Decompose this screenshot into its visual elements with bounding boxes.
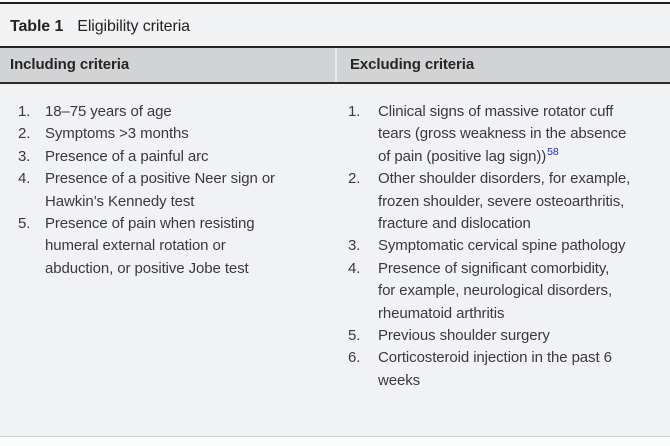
criteria-item: 2. Other shoulder disorders, for example,… bbox=[335, 168, 670, 235]
item-number: 2. bbox=[18, 125, 31, 143]
reference-link[interactable]: 58 bbox=[547, 145, 559, 158]
table-label: Table 1 bbox=[10, 18, 64, 35]
item-number: 3. bbox=[348, 237, 361, 255]
criteria-item: 4. Presence of a positive Neer sign or Ha… bbox=[0, 168, 335, 213]
item-text: Symptomatic cervical spine pathology bbox=[378, 237, 626, 255]
item-text: Presence of significant comorbidity, for… bbox=[378, 259, 613, 322]
column-header-excluding: Excluding criteria bbox=[335, 48, 670, 82]
item-number: 1. bbox=[18, 103, 31, 120]
item-text: Presence of pain when resisting humeral … bbox=[45, 215, 255, 277]
item-text: 18–75 years of age bbox=[45, 103, 172, 120]
column-header-including: Including criteria bbox=[10, 56, 130, 73]
criteria-item: 3. Symptomatic cervical spine pathology bbox=[335, 235, 670, 257]
criteria-item: 3. Presence of a painful arc bbox=[0, 146, 335, 168]
criteria-item: 5. Presence of pain when resisting humera… bbox=[0, 213, 335, 280]
eligibility-table: Table 1 Eligibility criteria Including cr… bbox=[0, 2, 670, 437]
criteria-item: 1. Clinical signs of massive rotator cuff… bbox=[335, 101, 670, 168]
item-text: Corticosteroid injection in the past 6 w… bbox=[378, 349, 612, 389]
item-text: Presence of a positive Neer sign or Hawk… bbox=[45, 170, 275, 210]
item-number: 2. bbox=[348, 170, 361, 188]
item-number: 6. bbox=[348, 349, 361, 367]
item-number: 4. bbox=[348, 259, 361, 277]
criteria-item: 4. Presence of significant comorbidity, f… bbox=[335, 258, 670, 325]
item-text: Clinical signs of massive rotator cuff t… bbox=[378, 103, 627, 165]
criteria-item: 5. Previous shoulder surgery bbox=[335, 325, 670, 347]
item-text: Symptoms >3 months bbox=[45, 125, 189, 143]
item-number: 1. bbox=[348, 103, 361, 120]
item-text: Other shoulder disorders, for example, f… bbox=[378, 170, 631, 233]
item-number: 5. bbox=[18, 215, 31, 233]
item-number: 4. bbox=[18, 170, 31, 188]
table-title: Eligibility criteria bbox=[77, 18, 190, 35]
table-header-row: Including criteria Excluding criteria bbox=[0, 46, 670, 84]
item-text: Presence of a painful arc bbox=[45, 147, 209, 165]
criteria-item: 2. Symptoms >3 months bbox=[0, 123, 335, 145]
item-text: Previous shoulder surgery bbox=[378, 327, 550, 345]
table-caption: Table 1 Eligibility criteria bbox=[0, 4, 670, 46]
excluding-criteria-list: 1. Clinical signs of massive rotator cuff… bbox=[335, 101, 670, 392]
table-body: 1. 18–75 years of age 2. Symptoms >3 months… bbox=[0, 84, 670, 392]
item-number: 3. bbox=[18, 147, 31, 165]
including-criteria-list: 1. 18–75 years of age 2. Symptoms >3 months… bbox=[0, 101, 335, 392]
criteria-item: 1. 18–75 years of age bbox=[0, 101, 335, 123]
criteria-item: 6. Corticosteroid injection in the past 6… bbox=[335, 347, 670, 392]
item-number: 5. bbox=[348, 327, 361, 345]
